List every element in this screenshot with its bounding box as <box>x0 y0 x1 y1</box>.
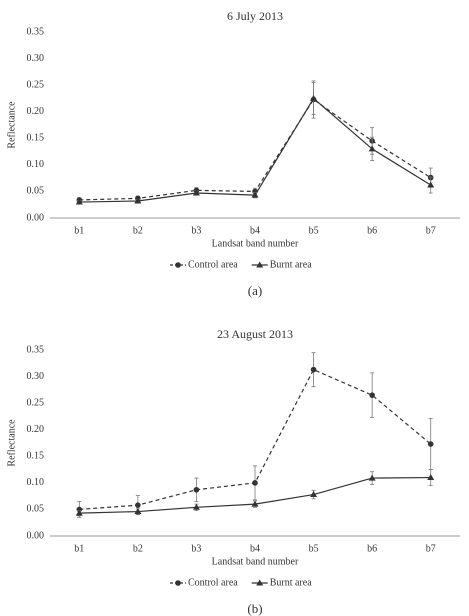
data-point <box>251 191 259 198</box>
y-axis-label: Reflectance <box>6 101 17 149</box>
caption: (b) <box>247 601 262 616</box>
x-tick-label: b1 <box>74 543 84 554</box>
y-tick-label: 0.15 <box>27 133 45 144</box>
chart-title: 23 August 2013 <box>217 327 293 341</box>
y-tick-label: 0.00 <box>27 212 45 223</box>
x-tick-label: b2 <box>133 225 143 236</box>
y-tick-label: 0.20 <box>27 106 45 117</box>
chart: 23 August 2013 0.00 0.05 0.10 0.15 0.20 0.25 0.… <box>6 327 460 616</box>
legend-marker <box>175 262 181 268</box>
x-tick-label: b1 <box>74 225 84 236</box>
data-point <box>134 508 142 515</box>
x-tick-label: b5 <box>309 543 319 554</box>
y-tick-label: 0.05 <box>27 186 45 197</box>
data-point <box>134 197 142 204</box>
y-tick-label: 0.25 <box>27 397 45 408</box>
data-point <box>75 509 83 516</box>
x-tick-label: b4 <box>250 543 260 554</box>
data-point <box>310 366 317 373</box>
series-line <box>79 98 432 201</box>
x-axis-label: Landsat band number <box>212 238 299 249</box>
x-tick-label: b4 <box>250 225 260 236</box>
legend-marker <box>256 579 264 586</box>
y-tick-label: 0.00 <box>27 530 45 541</box>
data-point <box>310 491 318 498</box>
data-point <box>252 480 258 486</box>
data-point <box>368 145 376 152</box>
legend-label: Burnt area <box>270 577 312 588</box>
legend-label: Control area <box>188 577 238 588</box>
chart: 6 July 2013 0.00 0.05 0.10 0.15 0.20 0.25 0.30 0… <box>6 9 460 298</box>
data-point <box>192 189 200 196</box>
chart-title: 6 July 2013 <box>227 9 283 23</box>
y-tick-label: 0.30 <box>27 53 45 64</box>
x-tick-label: b6 <box>367 543 377 554</box>
data-point <box>75 198 83 205</box>
y-tick-label: 0.30 <box>27 371 45 382</box>
x-tick-label: b5 <box>309 225 319 236</box>
x-tick-label: b3 <box>191 543 201 554</box>
x-tick-label: b2 <box>133 543 143 554</box>
y-tick-label: 0.10 <box>27 477 45 488</box>
y-tick-label: 0.10 <box>27 159 45 170</box>
series-line <box>79 97 432 203</box>
data-point <box>369 392 375 398</box>
y-tick-label: 0.15 <box>27 451 45 462</box>
y-tick-label: 0.05 <box>27 504 45 515</box>
data-point <box>310 94 318 101</box>
x-axis-label: Landsat band number <box>212 556 299 567</box>
legend-label: Control area <box>188 259 238 270</box>
data-point <box>193 486 200 493</box>
data-point <box>251 500 259 507</box>
legend-marker <box>256 261 264 268</box>
y-tick-label: 0.20 <box>27 424 45 435</box>
data-point <box>427 181 435 188</box>
y-tick-label: 0.35 <box>27 344 45 355</box>
legend-label: Burnt area <box>270 259 312 270</box>
x-tick-label: b6 <box>367 225 377 236</box>
data-point <box>427 474 435 481</box>
y-tick-label: 0.35 <box>27 26 45 37</box>
data-point <box>368 474 376 481</box>
data-point <box>192 503 200 510</box>
y-axis-label: Reflectance <box>6 419 17 467</box>
legend-marker <box>175 580 181 586</box>
data-point <box>427 441 434 447</box>
x-tick-label: b7 <box>426 543 436 554</box>
data-point <box>135 502 141 508</box>
x-tick-label: b3 <box>191 225 201 236</box>
y-tick-label: 0.25 <box>27 79 45 90</box>
caption: (a) <box>248 283 262 298</box>
x-tick-label: b7 <box>426 225 436 236</box>
